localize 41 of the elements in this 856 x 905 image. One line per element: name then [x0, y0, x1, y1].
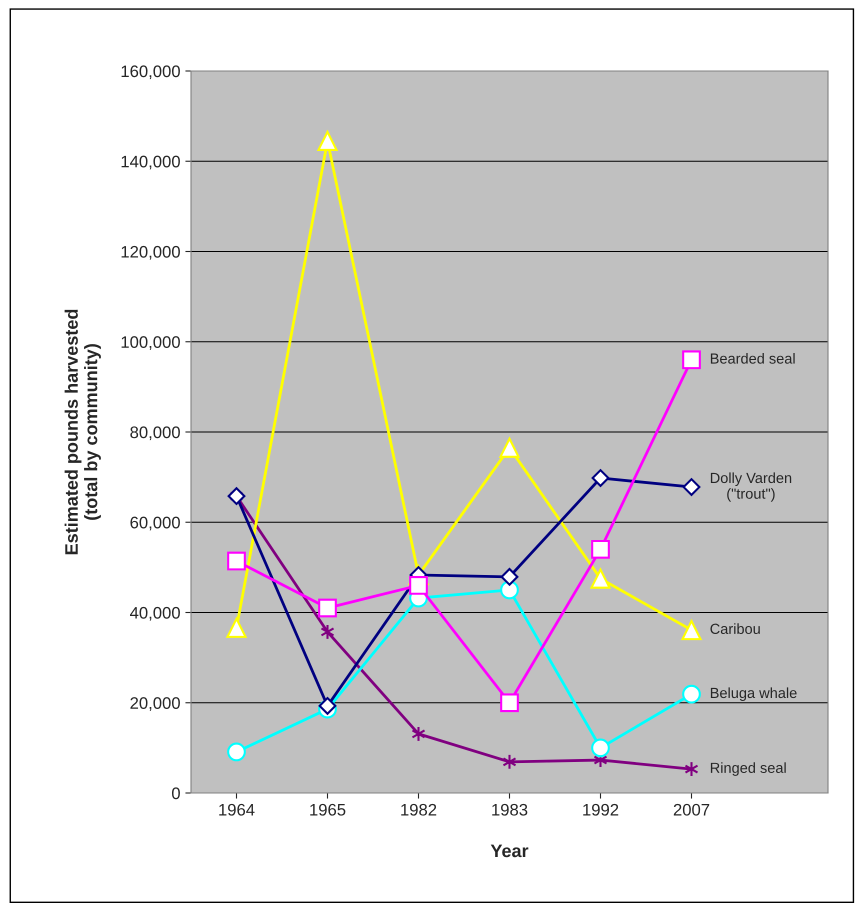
- point: [500, 580, 519, 600]
- y-tick-label: 40,000: [130, 606, 180, 621]
- point: [682, 350, 701, 370]
- y-tick-label: 100,000: [122, 336, 180, 350]
- point: [591, 738, 610, 758]
- x-axis-title: Year: [490, 844, 528, 858]
- x-tick-label: 1964: [219, 804, 255, 816]
- point: [591, 540, 610, 559]
- x-tick-label: 1965: [310, 804, 346, 816]
- y-axis-title: Estimated pounds harvested (total by community): [64, 310, 101, 554]
- y-tick-label: 140,000: [122, 156, 180, 170]
- series-label: Bearded seal: [710, 353, 795, 364]
- x-tick-label: 1983: [492, 804, 528, 816]
- series-label: Caribou: [710, 623, 760, 634]
- point: [227, 552, 246, 570]
- point: [318, 598, 337, 618]
- y-tick-label: 0: [172, 787, 180, 800]
- point: [317, 130, 338, 152]
- y-tick-label: 160,000: [122, 65, 180, 80]
- point: [500, 568, 518, 586]
- point: [682, 684, 701, 704]
- point: [226, 618, 247, 638]
- x-tick-label: 1992: [583, 804, 618, 816]
- y-tick-label: 20,000: [130, 697, 180, 711]
- point: [592, 469, 610, 487]
- y-tick-label: 80,000: [130, 426, 180, 440]
- y-tick-label: 120,000: [122, 246, 180, 260]
- point: [590, 568, 611, 589]
- y-tick-label: 60,000: [130, 516, 180, 530]
- x-tick-label: 2007: [674, 804, 710, 816]
- series-label: Dolly Varden ("trout"): [710, 472, 792, 502]
- point: [499, 438, 520, 458]
- series-label: Beluga whale: [710, 687, 797, 701]
- point: [681, 620, 702, 640]
- point: [500, 693, 519, 712]
- point: [318, 697, 336, 715]
- x-tick-label: 1982: [401, 804, 436, 816]
- point: [227, 742, 246, 762]
- series-label: Ringed seal: [710, 762, 786, 776]
- point: [682, 478, 700, 496]
- point: [409, 576, 428, 595]
